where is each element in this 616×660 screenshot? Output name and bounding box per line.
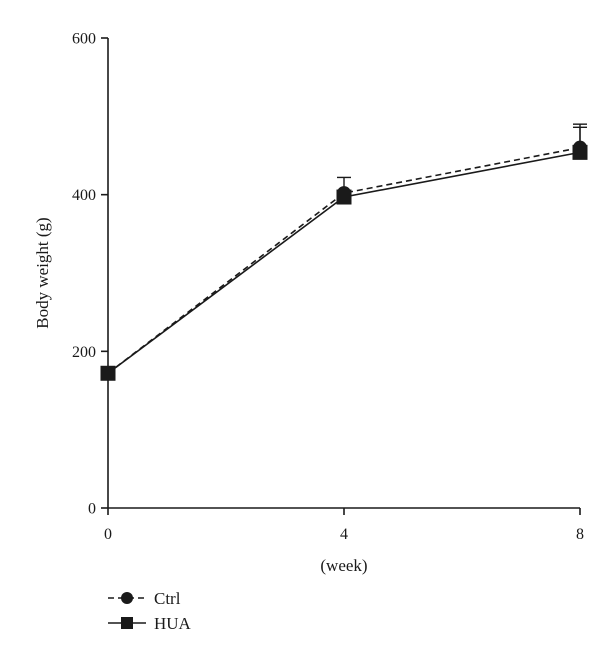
legend-label-ctrl: Ctrl: [154, 589, 181, 608]
y-axis-title: Body weight (g): [33, 217, 52, 328]
legend-label-hua: HUA: [154, 614, 192, 633]
x-axis-title: (week): [320, 556, 367, 575]
y-tick-label-600: 600: [72, 31, 96, 48]
legend-marker-hua: [121, 617, 133, 629]
point-hua-8: [572, 144, 588, 160]
legend: Ctrl HUA: [108, 589, 192, 633]
x-tick-label-4: 4: [340, 526, 348, 543]
x-tick-label-0: 0: [104, 526, 112, 543]
point-hua-0: [100, 365, 116, 381]
y-tick-label-200: 200: [72, 344, 96, 361]
x-tick-label-8: 8: [576, 526, 584, 543]
y-tick-label-400: 400: [72, 187, 96, 204]
y-tick-label-0: 0: [88, 501, 96, 518]
legend-marker-ctrl: [121, 592, 133, 604]
point-hua-4: [336, 189, 352, 205]
